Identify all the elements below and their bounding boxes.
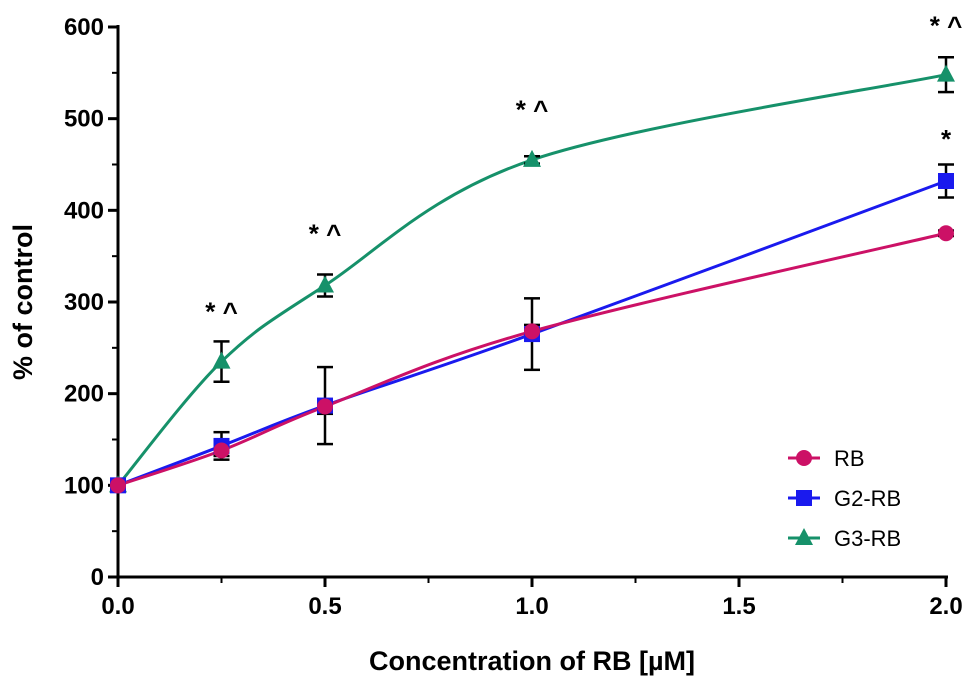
y-tick-label: 200 xyxy=(64,381,104,408)
y-tick-label: 300 xyxy=(64,289,104,316)
point-rb xyxy=(110,477,126,494)
significance-label: * ^ xyxy=(930,10,963,40)
data-markers xyxy=(109,64,955,494)
x-tick-label: 1.5 xyxy=(722,593,755,620)
curve-rb xyxy=(117,231,947,487)
legend-marker-rb xyxy=(796,450,812,466)
y-tick-label: 400 xyxy=(64,197,104,224)
point-g3-rb xyxy=(316,275,334,293)
axes: 0 100 200 300 400 500 600 0.0 0.5 1.0 1.5 2.0 xyxy=(64,14,963,620)
curve-g3-rb xyxy=(116,73,947,487)
legend-label-rb: RB xyxy=(834,446,865,471)
legend-label-g3-rb: G3-RB xyxy=(834,526,901,551)
legend-marker-g2-rb xyxy=(796,490,812,506)
point-g3-rb xyxy=(523,149,541,167)
x-tick-label: 1.0 xyxy=(515,593,548,620)
legend-marker-g3-rb xyxy=(795,528,813,545)
fit-curves xyxy=(116,73,947,487)
point-rb xyxy=(213,442,230,459)
point-rb xyxy=(938,225,954,242)
point-rb xyxy=(317,398,333,415)
point-g3-rb xyxy=(937,64,955,82)
x-tick-label: 2.0 xyxy=(929,593,962,620)
x-tick-label: 0.5 xyxy=(308,593,341,620)
legend: RB G2-RB G3-RB xyxy=(788,446,901,551)
significance-annotations: * ^ * ^ * ^ * * ^ xyxy=(205,10,962,326)
y-tick-label: 600 xyxy=(64,14,104,41)
curve-g2-rb xyxy=(117,179,947,487)
x-axis-title: Concentration of RB [µM] xyxy=(369,646,695,676)
significance-label: * ^ xyxy=(309,218,342,248)
significance-label: * ^ xyxy=(516,95,549,125)
significance-label: * ^ xyxy=(205,296,238,326)
point-rb xyxy=(524,323,540,340)
y-tick-label: 500 xyxy=(64,106,104,133)
point-g2-rb xyxy=(938,173,954,189)
y-tick-label: 0 xyxy=(91,564,104,591)
x-tick-label: 0.0 xyxy=(101,593,134,620)
y-axis-title: % of control xyxy=(8,224,38,380)
legend-label-g2-rb: G2-RB xyxy=(834,486,901,511)
y-tick-label: 100 xyxy=(64,472,104,499)
point-g3-rb xyxy=(212,351,231,369)
significance-label: * xyxy=(941,124,952,154)
